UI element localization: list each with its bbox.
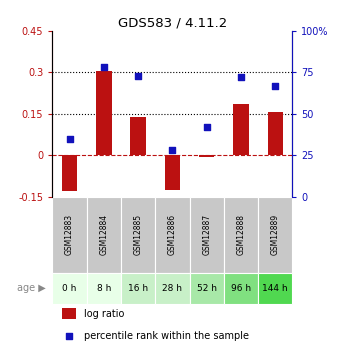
Text: 96 h: 96 h [231,284,251,293]
Text: GSM12889: GSM12889 [271,214,280,255]
Text: GSM12883: GSM12883 [65,214,74,255]
Text: age ▶: age ▶ [17,283,46,293]
Bar [190,273,224,304]
Bar [62,155,77,191]
Text: GSM12888: GSM12888 [237,214,245,255]
Bar [96,71,112,155]
Bar [165,155,180,190]
Text: 0 h: 0 h [62,284,77,293]
Text: GSM12885: GSM12885 [134,214,143,255]
Bar [224,197,258,273]
Text: GSM12884: GSM12884 [99,214,108,255]
Point [272,83,278,88]
Bar [258,273,292,304]
Bar [121,273,155,304]
Bar [199,155,214,157]
Bar [121,197,155,273]
Bar [155,197,190,273]
Bar [87,197,121,273]
Point [67,136,72,141]
Bar [224,273,258,304]
Point [204,124,209,130]
Bar [87,273,121,304]
Bar [52,197,87,273]
Text: GSM12886: GSM12886 [168,214,177,255]
Bar [130,117,146,155]
Bar [52,273,87,304]
Text: percentile rank within the sample: percentile rank within the sample [83,331,248,341]
Text: 144 h: 144 h [262,284,288,293]
Text: 28 h: 28 h [162,284,183,293]
Bar [267,112,283,155]
Bar [190,197,224,273]
Bar [233,104,249,155]
Bar [258,197,292,273]
Text: GSM12887: GSM12887 [202,214,211,255]
Text: log ratio: log ratio [83,308,124,318]
Text: 52 h: 52 h [197,284,217,293]
Bar [155,273,190,304]
Bar [62,308,76,319]
Point [238,75,244,80]
Text: 8 h: 8 h [97,284,111,293]
Point [170,148,175,153]
Point [136,73,141,79]
Point [101,65,106,70]
Title: GDS583 / 4.11.2: GDS583 / 4.11.2 [118,17,227,30]
Point [67,333,72,339]
Text: 16 h: 16 h [128,284,148,293]
